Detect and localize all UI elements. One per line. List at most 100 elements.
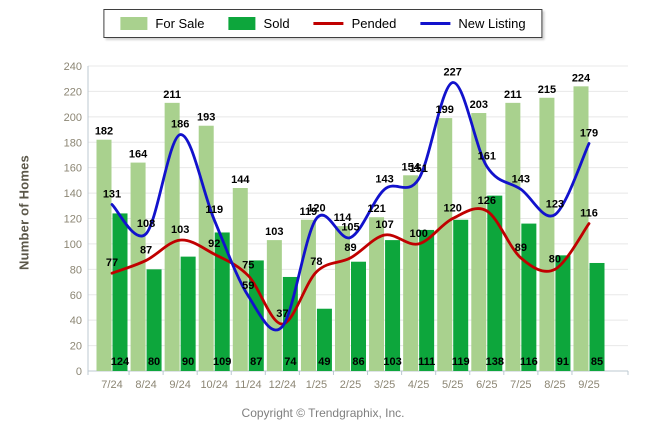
for-sale-label: 164 bbox=[129, 149, 148, 161]
for-sale-label: 121 bbox=[367, 203, 385, 215]
chart-legend: For Sale Sold Pended New Listing bbox=[103, 9, 543, 38]
legend-label-pended: Pended bbox=[351, 16, 397, 31]
x-axis-category-labels: 7/24 8/24 9/24 10/24 11/24 12/24 1/25 2/25 3/25 4… bbox=[101, 379, 599, 391]
sold-label: 90 bbox=[182, 356, 194, 368]
new-listing-line-swatch-icon bbox=[420, 22, 451, 25]
sold-bar bbox=[385, 240, 401, 371]
sold-bar bbox=[282, 276, 298, 371]
new-listing-label: 59 bbox=[242, 280, 254, 292]
sold-bar bbox=[214, 232, 230, 371]
new-listing-label: 143 bbox=[512, 173, 530, 185]
sold-label: 119 bbox=[452, 356, 470, 368]
svg-text:9/25: 9/25 bbox=[578, 379, 599, 391]
svg-text:11/24: 11/24 bbox=[235, 379, 262, 391]
for-sale-bar bbox=[266, 240, 282, 371]
new-listing-label: 120 bbox=[307, 203, 325, 215]
sold-bar bbox=[419, 229, 435, 371]
pended-line-swatch-icon bbox=[313, 22, 344, 25]
sold-label: 85 bbox=[591, 356, 603, 368]
sold-bar bbox=[180, 256, 196, 371]
for-sale-bar bbox=[471, 113, 487, 371]
for-sale-bar bbox=[164, 102, 180, 372]
svg-text:12/24: 12/24 bbox=[269, 379, 297, 391]
new-listing-label: 161 bbox=[478, 150, 496, 162]
for-sale-bar bbox=[96, 139, 112, 371]
new-listing-label: 131 bbox=[103, 189, 121, 201]
for-sale-bar bbox=[505, 102, 521, 372]
pended-label: 89 bbox=[344, 242, 356, 254]
for-sale-bar bbox=[130, 162, 146, 371]
new-listing-label: 186 bbox=[171, 119, 189, 131]
for-sale-label: 215 bbox=[538, 84, 556, 96]
for-sale-label: 114 bbox=[334, 212, 353, 224]
for-sale-bar bbox=[403, 175, 419, 371]
for-sale-bar bbox=[539, 97, 555, 371]
pended-label: 89 bbox=[515, 242, 527, 254]
sold-label: 80 bbox=[148, 356, 160, 368]
pended-label: 103 bbox=[171, 224, 189, 236]
for-sale-label: 119 bbox=[300, 206, 318, 218]
svg-text:40: 40 bbox=[70, 315, 82, 327]
svg-text:100: 100 bbox=[64, 239, 82, 251]
for-sale-bar bbox=[369, 217, 385, 371]
new-listing-label: 227 bbox=[444, 67, 462, 79]
for-sale-label: 182 bbox=[95, 126, 113, 138]
for-sale-label: 224 bbox=[572, 72, 591, 84]
legend-item-sold: Sold bbox=[228, 16, 290, 31]
svg-text:180: 180 bbox=[64, 137, 82, 149]
for-sale-label: 103 bbox=[265, 226, 283, 238]
legend-item-for-sale: For Sale bbox=[120, 16, 205, 31]
y-axis-tick-labels: 0 20 40 60 80 100 120 140 160 180 200 220 240 bbox=[64, 61, 82, 378]
sold-bar bbox=[146, 269, 162, 371]
pended-label: 37 bbox=[276, 308, 288, 320]
svg-text:80: 80 bbox=[70, 264, 82, 276]
pended-line bbox=[110, 207, 591, 326]
svg-text:9/24: 9/24 bbox=[169, 379, 190, 391]
pended-label: 107 bbox=[375, 219, 393, 231]
new-listing-label: 123 bbox=[546, 199, 564, 211]
data-labels: 182 164 211 193 144 103 119 114 121 154 199 203 211 2… bbox=[95, 67, 603, 368]
svg-text:200: 200 bbox=[64, 112, 82, 124]
svg-text:6/25: 6/25 bbox=[476, 379, 497, 391]
for-sale-label: 154 bbox=[401, 161, 420, 173]
new-listing-label: 119 bbox=[205, 204, 223, 216]
pended-label: 120 bbox=[444, 203, 462, 215]
sold-bar bbox=[589, 262, 605, 371]
sold-label: 109 bbox=[213, 356, 231, 368]
new-listing-label: 143 bbox=[375, 173, 393, 185]
sold-bar bbox=[112, 213, 128, 371]
for-sale-label: 193 bbox=[197, 112, 215, 124]
pended-label: 87 bbox=[140, 244, 152, 256]
svg-text:7/25: 7/25 bbox=[510, 379, 531, 391]
for-sale-label: 144 bbox=[231, 174, 250, 186]
pended-label: 100 bbox=[409, 228, 427, 240]
sold-bar bbox=[248, 260, 264, 371]
sold-bar bbox=[487, 195, 503, 371]
sold-bar bbox=[316, 308, 332, 371]
for-sale-label: 211 bbox=[504, 89, 522, 101]
sold-bar bbox=[453, 219, 469, 371]
svg-text:20: 20 bbox=[70, 341, 82, 353]
pended-label: 92 bbox=[208, 238, 220, 250]
svg-text:220: 220 bbox=[64, 86, 82, 98]
pended-label: 78 bbox=[310, 256, 322, 268]
pended-label: 116 bbox=[580, 208, 598, 220]
sold-label: 91 bbox=[557, 356, 569, 368]
sold-label: 103 bbox=[383, 356, 401, 368]
svg-text:5/25: 5/25 bbox=[442, 379, 463, 391]
legend-item-pended: Pended bbox=[313, 16, 397, 31]
sold-bar bbox=[555, 255, 571, 371]
sold-swatch-icon bbox=[228, 17, 256, 30]
sold-label: 86 bbox=[352, 356, 364, 368]
new-listing-label: 108 bbox=[137, 218, 155, 230]
pended-label: 126 bbox=[478, 195, 496, 207]
for-sale-label: 211 bbox=[163, 89, 181, 101]
for-sale-swatch-icon bbox=[120, 17, 148, 30]
svg-text:4/25: 4/25 bbox=[408, 379, 429, 391]
sold-label: 111 bbox=[418, 356, 435, 368]
new-listing-label: 151 bbox=[409, 163, 427, 175]
svg-text:0: 0 bbox=[76, 366, 82, 378]
copyright-text: Copyright © Trendgraphix, Inc. bbox=[241, 406, 405, 420]
svg-text:3/25: 3/25 bbox=[374, 379, 395, 391]
